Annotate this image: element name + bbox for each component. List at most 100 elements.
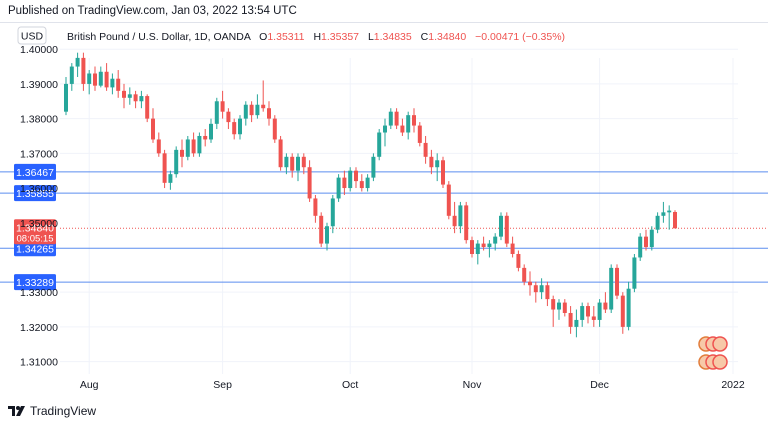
candle-body — [655, 215, 660, 230]
candle-body — [470, 240, 474, 254]
open-value: 1.35311 — [267, 31, 304, 43]
candle-body — [574, 319, 579, 327]
bar-countdown-label: 08:05:15 — [17, 233, 54, 244]
open-label: O — [259, 31, 267, 43]
close-label: C — [421, 31, 429, 43]
candle-body — [580, 306, 585, 320]
candle-body — [145, 96, 150, 119]
candle-body — [504, 215, 509, 244]
y-tick-label: 1.33000 — [20, 287, 58, 299]
candle-body — [278, 139, 283, 168]
candles — [64, 52, 677, 338]
candle-body — [412, 115, 416, 126]
candle-body — [104, 71, 109, 88]
event-icons[interactable] — [698, 336, 728, 370]
y-tick-label: 1.37000 — [20, 148, 58, 160]
candle-body — [609, 267, 614, 310]
candle-body — [255, 104, 260, 116]
candle-body — [301, 156, 306, 168]
candle-body — [516, 253, 521, 268]
candle-body — [644, 236, 648, 248]
candle-body — [75, 57, 80, 67]
publish-header: Published on TradingView.com, Jan 03, 20… — [0, 0, 768, 22]
candle-body — [383, 125, 387, 133]
candlestick-chart[interactable]: 1.364671.358551.342651.332891.3484008:05… — [0, 22, 768, 396]
candle-body — [249, 104, 254, 116]
candle-body — [93, 73, 97, 86]
candle-body — [632, 257, 637, 289]
candle-body — [203, 135, 208, 140]
candle-body — [162, 153, 167, 183]
time-axis[interactable]: Aug Sep Oct Nov Dec 2022 — [80, 379, 745, 391]
candle-body — [667, 210, 672, 213]
low-value: 1.34835 — [374, 31, 412, 43]
change-value: −0.00471 (−0.35%) — [475, 31, 565, 43]
candle-body — [116, 78, 121, 91]
candle-body — [464, 205, 469, 241]
candle-body — [603, 302, 608, 310]
candle-body — [174, 149, 179, 175]
close-value: 1.34840 — [428, 31, 466, 43]
candle-body — [359, 181, 364, 189]
candle-body — [452, 215, 457, 227]
candle-body — [620, 295, 625, 327]
tradingview-brand: TradingView — [30, 404, 97, 418]
candle-body — [435, 160, 440, 168]
currency-button[interactable] — [17, 26, 47, 45]
x-tick-label: Aug — [80, 379, 99, 391]
candle-body — [539, 285, 544, 293]
candle-body — [673, 211, 677, 229]
candle-body — [238, 118, 242, 135]
tradingview-logo-icon — [8, 406, 25, 416]
candle-body — [626, 288, 631, 327]
candle-body — [336, 177, 341, 199]
candle-body — [290, 156, 295, 171]
candle-body — [197, 135, 202, 154]
candle-body — [487, 243, 492, 248]
symbol-name: British Pound / U.S. Dollar, 1D, OANDA — [67, 31, 251, 43]
candle-body — [499, 215, 503, 237]
flag-us-icon[interactable] — [712, 354, 728, 370]
x-tick-label: Dec — [590, 379, 609, 391]
candle-body — [226, 111, 231, 123]
candle-body — [586, 306, 590, 317]
level-label-box — [14, 274, 56, 291]
chart-frame — [0, 22, 768, 396]
candle-body — [591, 316, 596, 320]
x-tick-label: Sep — [213, 379, 232, 391]
candle-body — [510, 243, 515, 254]
candle-body — [371, 156, 376, 178]
candle-body — [533, 285, 538, 293]
candle-body — [638, 236, 643, 258]
candle-body — [458, 205, 463, 227]
price-axis[interactable]: 1.40000 1.39000 1.38000 1.37000 1.33000 1.320… — [20, 44, 58, 368]
last-price-box — [14, 219, 56, 245]
tradingview-logo[interactable]: TradingView — [8, 404, 96, 418]
candle-body — [388, 111, 393, 126]
candle-body — [232, 122, 237, 135]
candle-body — [272, 118, 277, 140]
x-tick-label: Nov — [463, 379, 482, 391]
candle-body — [191, 139, 196, 154]
candle-body — [168, 174, 173, 183]
candle-body — [296, 156, 300, 171]
candle-body — [400, 125, 405, 133]
flag-uk-icon[interactable] — [712, 336, 728, 352]
candle-body — [649, 229, 654, 248]
y-tick-label: 1.40000 — [20, 44, 58, 56]
x-tick-label: Oct — [342, 379, 358, 391]
candle-body — [81, 57, 86, 84]
candle-body — [661, 212, 666, 216]
candle-body — [267, 108, 271, 119]
y-tick-label: 1.32000 — [20, 322, 58, 334]
legend-text: British Pound / U.S. Dollar, 1D, OANDA O… — [67, 31, 565, 43]
candle-body — [365, 177, 370, 189]
y-tick-label: 1.35000 — [20, 218, 58, 230]
candle-body — [423, 142, 428, 157]
candle-body — [377, 132, 382, 157]
candle-body — [122, 90, 126, 98]
level-label: 1.33289 — [16, 277, 54, 289]
candle-body — [522, 267, 527, 282]
candle-body — [597, 302, 602, 320]
candle-body — [185, 139, 190, 157]
